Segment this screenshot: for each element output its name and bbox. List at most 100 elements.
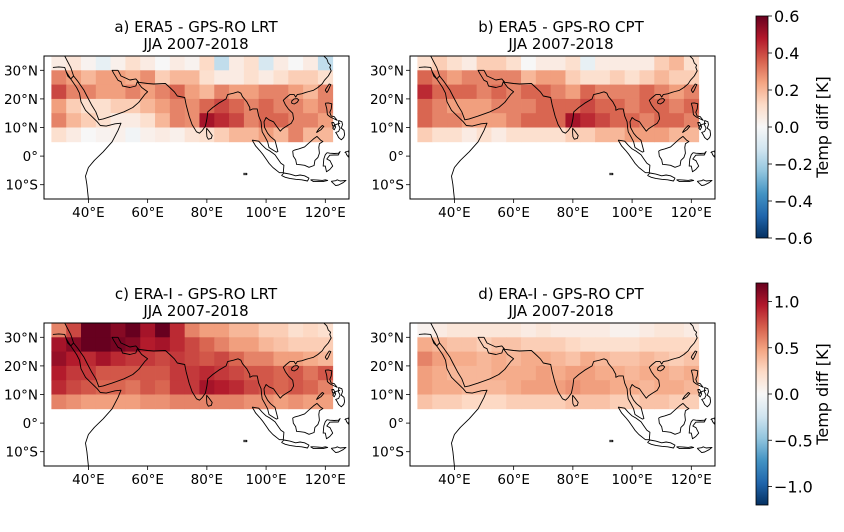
heatmap-cell xyxy=(417,113,433,128)
heatmap-cell xyxy=(521,380,537,395)
lat-tick-label: 10°S xyxy=(6,445,39,461)
lat-tick-label: 10°S xyxy=(372,445,405,461)
heatmap-cell xyxy=(184,84,200,100)
colorbar-tick-label: −0.2 xyxy=(774,155,813,174)
heatmap-cell xyxy=(110,56,126,71)
heatmap-cell xyxy=(580,56,596,71)
heatmap-cell xyxy=(535,113,552,128)
heatmap-cell xyxy=(491,70,507,85)
heatmap-cell xyxy=(565,337,581,352)
heatmap-cell xyxy=(654,351,670,367)
heatmap-cell xyxy=(476,323,492,338)
lat-tick-label: 0° xyxy=(389,416,404,432)
heatmap-cell xyxy=(417,56,433,71)
heatmap-cell xyxy=(624,351,640,367)
heatmap-cell xyxy=(654,394,670,410)
heatmap-cell xyxy=(669,70,685,85)
heatmap-cell xyxy=(461,351,478,367)
heatmap-cell xyxy=(461,127,478,143)
panel-d-title: d) ERA-I - GPS-RO CPT xyxy=(478,285,644,303)
colorbar-top-label: Temp diff [K] xyxy=(813,76,832,178)
heatmap-cell xyxy=(595,337,611,352)
heatmap-cell xyxy=(214,323,230,338)
heatmap-cell xyxy=(288,337,304,352)
heatmap-cell xyxy=(140,380,156,395)
heatmap-cell xyxy=(288,84,304,100)
heatmap-cell xyxy=(491,98,507,114)
lon-tick-label: 80°E xyxy=(557,472,589,488)
heatmap-cell xyxy=(417,365,433,381)
heatmap-cell xyxy=(110,351,126,367)
heatmap-cell xyxy=(550,98,566,114)
heatmap-cell xyxy=(535,365,552,381)
heatmap-cell xyxy=(169,337,186,352)
heatmap-cell xyxy=(317,380,334,395)
heatmap-cell xyxy=(447,84,463,100)
heatmap-cell xyxy=(506,56,522,71)
heatmap-cell xyxy=(303,380,319,395)
heatmap-cell xyxy=(81,380,97,395)
heatmap-cell xyxy=(669,337,685,352)
heatmap-cell xyxy=(199,365,215,381)
heatmap-cell xyxy=(476,127,492,143)
heatmap-cell xyxy=(654,380,670,395)
heatmap-cell xyxy=(535,98,552,114)
colorbar-tick-label: −0.4 xyxy=(774,192,813,211)
heatmap-cell xyxy=(535,380,552,395)
heatmap-cell xyxy=(81,351,97,367)
heatmap-cell xyxy=(447,113,463,128)
lat-tick-label: 10°N xyxy=(4,121,38,137)
heatmap-cell xyxy=(169,380,186,395)
heatmap-cell xyxy=(110,323,126,338)
heatmap-cell xyxy=(214,394,230,410)
heatmap-cell xyxy=(476,394,492,410)
heatmap-cell xyxy=(199,98,215,114)
heatmap-cell xyxy=(303,56,319,71)
heatmap-cell xyxy=(491,84,507,100)
heatmap-cell xyxy=(125,56,141,71)
heatmap-cell xyxy=(432,365,448,381)
heatmap-cell xyxy=(639,365,655,381)
heatmap-cell xyxy=(317,98,334,114)
heatmap-cell xyxy=(258,380,274,395)
heatmap-cell xyxy=(95,84,112,100)
heatmap-cell xyxy=(81,113,97,128)
heatmap-cell xyxy=(609,127,626,143)
heatmap-cell xyxy=(580,113,596,128)
heatmap-cell xyxy=(95,56,112,71)
heatmap-cell xyxy=(125,98,141,114)
heatmap-cell xyxy=(155,70,171,85)
heatmap-cell xyxy=(624,365,640,381)
heatmap-cell xyxy=(461,394,478,410)
heatmap-cell xyxy=(66,84,82,100)
heatmap-cell xyxy=(580,365,596,381)
heatmap-cell xyxy=(447,323,463,338)
heatmap-cell xyxy=(140,113,156,128)
heatmap-cell xyxy=(317,323,334,338)
heatmap-cell xyxy=(506,323,522,338)
maps-layer: 40°E 60°E 80°E 100°E 120°E 30°N 20°N 10°N 0° 10°S… xyxy=(4,55,716,488)
heatmap-cell xyxy=(550,351,566,367)
heatmap-cell xyxy=(155,351,171,367)
heatmap-cell xyxy=(81,323,97,338)
heatmap-cell xyxy=(214,70,230,85)
panel-b-title: b) ERA5 - GPS-RO CPT xyxy=(478,18,644,36)
heatmap-cell xyxy=(683,98,700,114)
heatmap-cell xyxy=(169,323,186,338)
heatmap-cell xyxy=(155,394,171,410)
colorbar-tick-label: −0.6 xyxy=(774,229,813,248)
heatmap-cell xyxy=(565,380,581,395)
heatmap-cell xyxy=(521,84,537,100)
heatmap-cell xyxy=(624,56,640,71)
lat-tick-label: 10°N xyxy=(4,388,38,404)
heatmap-cell xyxy=(624,337,640,352)
heatmap-cell xyxy=(580,380,596,395)
heatmap-cell xyxy=(535,70,552,85)
heatmap-cell xyxy=(243,127,260,143)
heatmap-cell xyxy=(317,127,334,143)
heatmap-cell xyxy=(683,351,700,367)
heatmap-cell xyxy=(95,98,112,114)
heatmap-cell xyxy=(491,337,507,352)
heatmap-cell xyxy=(258,84,274,100)
heatmap-cell xyxy=(288,70,304,85)
